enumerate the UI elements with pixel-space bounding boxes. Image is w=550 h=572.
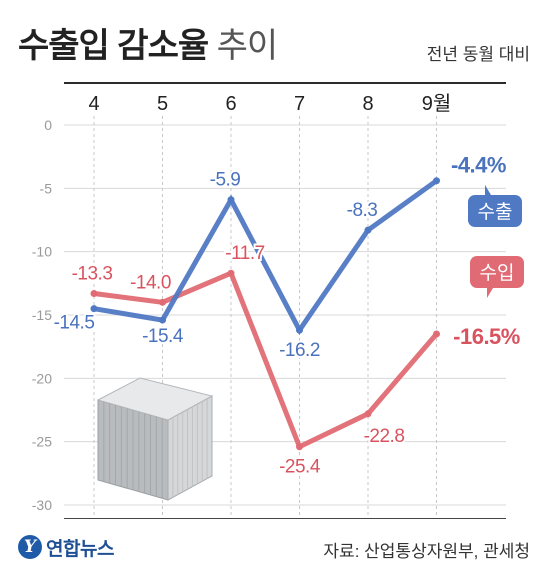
data-point-import [90,289,98,297]
series-line-export [93,178,438,336]
data-label-export: -15.4 [142,326,184,347]
x-tick-label: 4 [88,93,99,115]
data-label-import: -11.7 [225,243,264,264]
shipping-container-illustration [96,377,214,501]
data-point-export [159,316,166,324]
legend-badge-import: 수입 [470,256,524,298]
data-point-import [159,298,166,306]
data-label-import: -25.4 [279,457,321,478]
y-tick-label: -10 [32,244,52,260]
data-label-export: -16.2 [279,340,320,361]
legend-label-import: 수입 [480,262,515,284]
y-tick-label: -25 [32,434,52,450]
data-label-import: -22.8 [364,426,405,447]
x-tick-label: 7 [294,93,305,115]
x-tick-label: 5 [157,93,168,115]
x-tick-label: 8 [362,93,373,115]
data-label-import: -13.3 [72,263,113,284]
data-label-export: -14.5 [54,313,95,334]
chart-subtitle: 전년 동월 대비 [426,45,530,64]
data-point-import [296,443,303,451]
data-point-export [90,305,98,313]
legend-label-export: 수출 [478,201,513,223]
y-tick-label: -20 [32,370,52,386]
data-point-import [433,330,440,338]
y-tick-label: -30 [32,497,52,513]
title-suffix: 추이 [216,27,279,65]
series-line-import [93,269,439,451]
logo-icon: Y [18,535,42,559]
data-point-export [364,226,372,234]
header-divider [64,82,506,84]
publisher-logo: Y 연합뉴스 [18,532,114,562]
data-point-export [227,196,235,204]
data-label-import: -16.5% [453,324,520,349]
x-tick-label: 9월 [422,92,452,115]
data-point-export [296,326,303,334]
title-main: 수출입 감소율 [18,27,209,65]
x-tick-label: 6 [225,93,236,115]
legend-badge-export: 수출 [468,185,522,227]
data-point-import [227,269,235,277]
data-point-export [433,177,440,185]
data-label-export: -8.3 [347,200,378,221]
data-point-import [364,410,372,418]
y-tick-label: -5 [40,180,53,196]
data-label-export: -4.4% [451,153,506,178]
y-tick-label: -15 [32,307,52,323]
data-label-export: -5.9 [210,170,241,191]
source-note: 자료: 산업통상자원부, 관세청 [323,542,530,561]
chart-title: 수출입 감소율 추이 [18,18,279,67]
y-tick-label: 0 [44,117,52,133]
logo-text: 연합뉴스 [46,538,114,560]
data-label-import: -14.0 [130,272,171,293]
footer-divider [64,518,506,519]
